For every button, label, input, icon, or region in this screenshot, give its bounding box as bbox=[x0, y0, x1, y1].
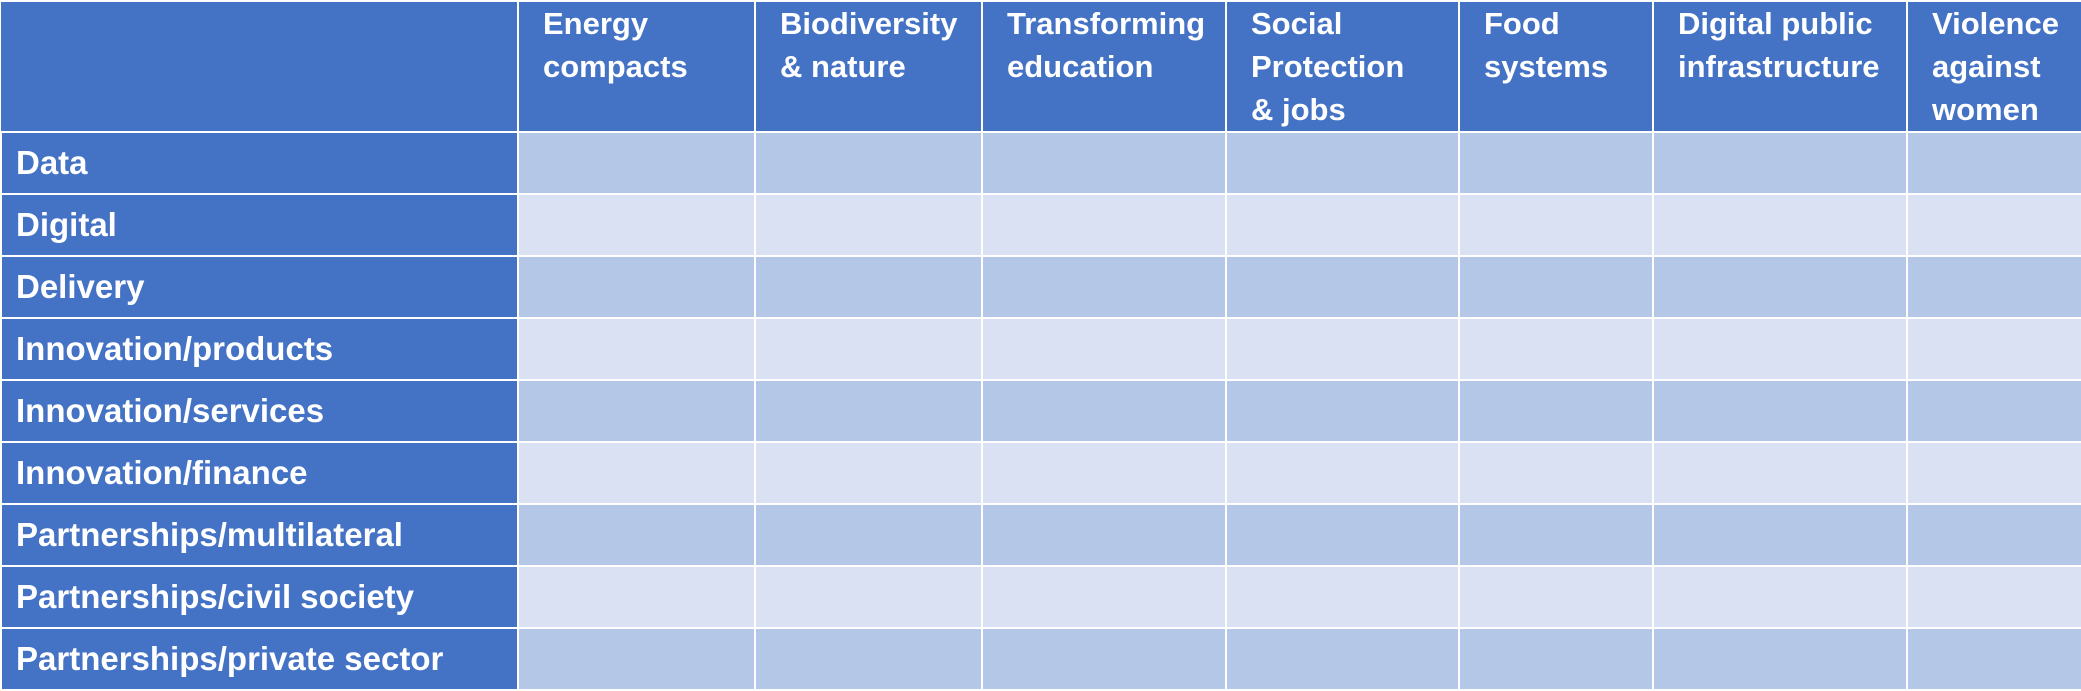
table-cell bbox=[1652, 255, 1908, 319]
table-cell bbox=[1652, 441, 1908, 505]
table-cell bbox=[981, 379, 1227, 443]
table-cell bbox=[1458, 441, 1654, 505]
row-header-label: Partnerships/multilateral bbox=[0, 503, 519, 567]
table-row: Digital bbox=[0, 193, 2081, 257]
column-header-label: Violence against women bbox=[1932, 6, 2059, 127]
column-header: Food systems bbox=[1458, 0, 1654, 133]
table-cell bbox=[517, 255, 756, 319]
table-cell bbox=[1225, 193, 1460, 257]
table-row: Partnerships/multilateral bbox=[0, 503, 2081, 567]
table-cell bbox=[1906, 441, 2081, 505]
table-cell bbox=[981, 317, 1227, 381]
column-header: Transforming education bbox=[981, 0, 1227, 133]
table-cell bbox=[1225, 317, 1460, 381]
table-cell bbox=[517, 379, 756, 443]
table-cell bbox=[1225, 255, 1460, 319]
column-header: Social Protection & jobs bbox=[1225, 0, 1460, 133]
table-cell bbox=[1458, 565, 1654, 629]
row-header-label: Delivery bbox=[0, 255, 519, 319]
table-row: Delivery bbox=[0, 255, 2081, 319]
table-row: Data bbox=[0, 131, 2081, 195]
table-cell bbox=[754, 379, 983, 443]
table-cell bbox=[517, 503, 756, 567]
table-cell bbox=[981, 441, 1227, 505]
column-header: Energy compacts bbox=[517, 0, 756, 133]
table-cell bbox=[981, 627, 1227, 691]
column-header: Violence against women bbox=[1906, 0, 2081, 133]
table-cell bbox=[981, 255, 1227, 319]
column-header-label: Social Protection & jobs bbox=[1251, 6, 1405, 127]
row-header-label: Innovation/products bbox=[0, 317, 519, 381]
table-cell bbox=[1652, 627, 1908, 691]
table-cell bbox=[517, 131, 756, 195]
table-cell bbox=[517, 193, 756, 257]
column-header-row: Energy compacts Biodiversity & nature Tr… bbox=[1, 0, 2081, 133]
table-cell bbox=[1652, 193, 1908, 257]
table-cell bbox=[754, 131, 983, 195]
table-cell bbox=[981, 131, 1227, 195]
table-cell bbox=[1225, 565, 1460, 629]
row-header-label: Partnerships/civil society bbox=[0, 565, 519, 629]
table-cell bbox=[517, 317, 756, 381]
table-cell bbox=[1458, 193, 1654, 257]
table-row: Partnerships/civil society bbox=[0, 565, 2081, 629]
table-cell bbox=[754, 627, 983, 691]
column-header-label: Digital public infrastructure bbox=[1678, 6, 1880, 84]
column-header: Biodiversity & nature bbox=[754, 0, 983, 133]
row-header-label: Innovation/finance bbox=[0, 441, 519, 505]
table-cell bbox=[981, 503, 1227, 567]
table-cell bbox=[517, 565, 756, 629]
table-cell bbox=[981, 565, 1227, 629]
column-header-label: Transforming education bbox=[1007, 6, 1206, 84]
table-cell bbox=[754, 255, 983, 319]
table-cell bbox=[1906, 503, 2081, 567]
column-header: Digital public infrastructure bbox=[1652, 0, 1908, 133]
table-cell bbox=[1652, 503, 1908, 567]
table-cell bbox=[1225, 627, 1460, 691]
row-header-label: Partnerships/private sector bbox=[0, 627, 519, 691]
table-cell bbox=[1906, 193, 2081, 257]
row-header-label: Innovation/services bbox=[0, 379, 519, 443]
table-cell bbox=[754, 317, 983, 381]
table-cell bbox=[754, 193, 983, 257]
table-cell bbox=[1458, 131, 1654, 195]
column-header-label: Biodiversity & nature bbox=[780, 6, 958, 84]
row-header-label: Data bbox=[0, 131, 519, 195]
table-cell bbox=[1906, 255, 2081, 319]
table-row: Innovation/services bbox=[0, 379, 2081, 443]
table-row: Innovation/finance bbox=[0, 441, 2081, 505]
table-cell bbox=[1652, 565, 1908, 629]
table-cell bbox=[1652, 317, 1908, 381]
table-cell bbox=[754, 441, 983, 505]
table-cell bbox=[1652, 379, 1908, 443]
table-cell bbox=[1458, 255, 1654, 319]
table-cell bbox=[754, 565, 983, 629]
table-cell bbox=[1906, 131, 2081, 195]
table-cell bbox=[1906, 317, 2081, 381]
table-cell bbox=[1458, 317, 1654, 381]
table-cell bbox=[517, 441, 756, 505]
table-cell bbox=[517, 627, 756, 691]
table-cell bbox=[1225, 131, 1460, 195]
column-header-label: Food systems bbox=[1484, 6, 1609, 84]
row-header-label: Digital bbox=[0, 193, 519, 257]
table-cell bbox=[1458, 503, 1654, 567]
table-cell bbox=[1906, 627, 2081, 691]
table-cell bbox=[1458, 627, 1654, 691]
table-cell bbox=[981, 193, 1227, 257]
table-cell bbox=[1906, 565, 2081, 629]
table-row: Partnerships/private sector bbox=[0, 627, 2081, 691]
table-row: Innovation/products bbox=[0, 317, 2081, 381]
table-cell bbox=[1225, 503, 1460, 567]
column-header-label: Energy compacts bbox=[543, 6, 688, 84]
corner-cell bbox=[1, 0, 519, 133]
table-cell bbox=[1225, 379, 1460, 443]
table-cell bbox=[754, 503, 983, 567]
table-cell bbox=[1225, 441, 1460, 505]
table-cell bbox=[1458, 379, 1654, 443]
table-cell bbox=[1652, 131, 1908, 195]
table-cell bbox=[1906, 379, 2081, 443]
